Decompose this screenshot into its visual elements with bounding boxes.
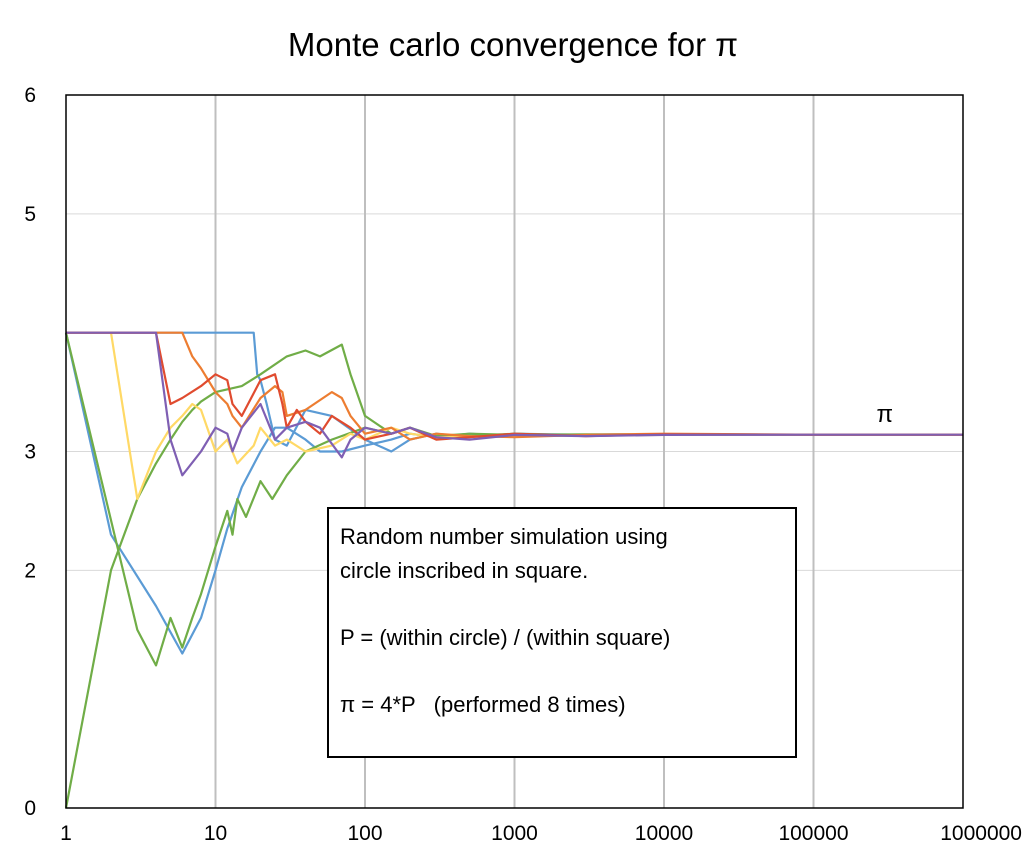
x-tick-label: 1 (60, 822, 72, 845)
note-box-frame (327, 507, 797, 758)
y-axis-ticks: 0 2 3 5 6 (24, 84, 36, 820)
pi-annotation: π (877, 401, 894, 428)
x-tick-label: 100 (347, 822, 382, 845)
chart-title: Monte carlo convergence for π (288, 26, 738, 63)
y-tick-label: 0 (24, 797, 36, 820)
x-tick-label: 10000 (635, 822, 693, 845)
y-tick-label: 6 (24, 84, 36, 107)
x-axis-ticks: 1 10 100 1000 10000 100000 1000000 (60, 822, 1022, 845)
x-tick-label: 1000000 (940, 822, 1022, 845)
note-line: circle inscribed in square. (340, 558, 588, 583)
x-tick-label: 10 (204, 822, 227, 845)
note-box: Random number simulation using circle ins… (327, 507, 797, 758)
y-tick-label: 3 (24, 441, 36, 464)
series-line-8 (66, 331, 963, 477)
y-tick-label: 2 (24, 559, 36, 582)
series-line-6 (66, 331, 963, 441)
series-line-7 (66, 331, 963, 441)
note-line: π = 4*P (performed 8 times) (340, 692, 626, 717)
x-tick-label: 100000 (778, 822, 848, 845)
series-layer (64, 331, 963, 809)
note-line: Random number simulation using (340, 524, 668, 549)
note-line: P = (within circle) / (within square) (340, 625, 670, 650)
plot-area-border (65, 94, 964, 809)
y-tick-label: 5 (24, 203, 36, 226)
x-tick-label: 1000 (491, 822, 538, 845)
